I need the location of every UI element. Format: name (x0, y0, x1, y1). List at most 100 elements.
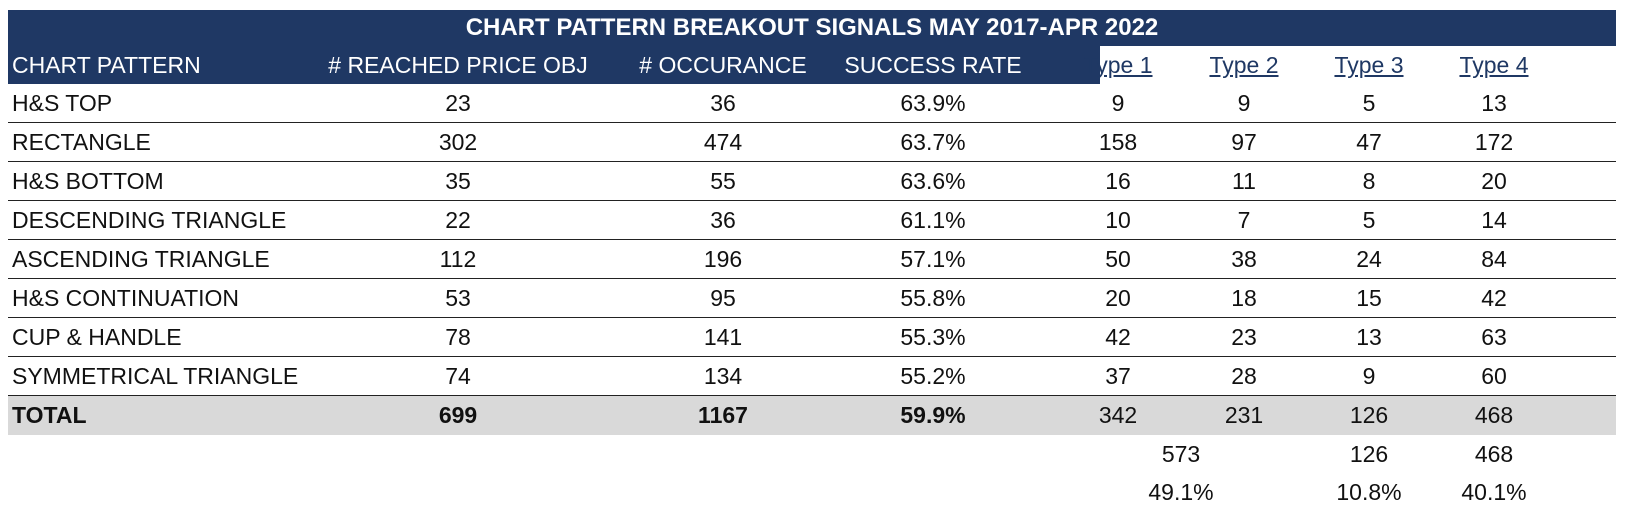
type-3-value: 24 (1356, 246, 1382, 272)
reached-value: 78 (445, 324, 471, 350)
type-2-value: 9 (1237, 90, 1251, 116)
occurance-value: 95 (710, 285, 736, 311)
success-rate-value: 57.1% (900, 246, 966, 272)
type-2-value: 7 (1237, 207, 1251, 233)
reached-value: 35 (445, 168, 471, 194)
type-4-value: 42 (1481, 285, 1507, 311)
pattern-name: RECTANGLE (12, 129, 151, 155)
header-row: CHART PATTERN # REACHED PRICE OBJ # OCCU… (8, 46, 1616, 84)
total-row: TOTAL 699 1167 59.9% 342 231 126 468 (8, 396, 1616, 435)
success-rate-value: 63.9% (900, 90, 966, 116)
type-3-value: 5 (1362, 90, 1376, 116)
subtotal-type4-pct: 40.1% (1461, 479, 1527, 505)
subtotal-count-row: 573 126 468 (8, 435, 1616, 473)
header-success-rate: SUCCESS RATE (844, 52, 1022, 78)
header-chart-pattern: CHART PATTERN (12, 52, 201, 78)
type-3-value: 5 (1362, 207, 1376, 233)
type-1-value: 9 (1111, 90, 1125, 116)
pattern-name: SYMMETRICAL TRIANGLE (12, 363, 299, 389)
type-2-value: 23 (1231, 324, 1257, 350)
type-1-value: 50 (1105, 246, 1131, 272)
type-1-value: 37 (1105, 363, 1131, 389)
type-1-value: 158 (1098, 129, 1138, 155)
pattern-name: CUP & HANDLE (12, 324, 182, 350)
type-3-value: 47 (1356, 129, 1382, 155)
type-2-value: 28 (1231, 363, 1257, 389)
type-2-value: 38 (1231, 246, 1257, 272)
pattern-name: ASCENDING TRIANGLE (12, 246, 270, 272)
reached-value: 302 (438, 129, 478, 155)
occurance-value: 474 (703, 129, 743, 155)
occurance-value: 141 (703, 324, 743, 350)
header-type-1: Type 1 (1083, 52, 1153, 78)
subtotal-type3-pct: 10.8% (1336, 479, 1402, 505)
occurance-value: 134 (703, 363, 743, 389)
table-row: H&S CONTINUATION 53 95 55.8% 20 18 15 42 (8, 279, 1616, 318)
type-1-value: 42 (1105, 324, 1131, 350)
table-row: RECTANGLE 302 474 63.7% 158 97 47 172 (8, 123, 1616, 162)
occurance-value: 196 (703, 246, 743, 272)
pattern-name: H&S CONTINUATION (12, 285, 240, 311)
success-rate-value: 55.3% (900, 324, 966, 350)
table-title-row: CHART PATTERN BREAKOUT SIGNALS MAY 2017-… (8, 10, 1616, 46)
total-label: TOTAL (12, 402, 87, 428)
type-3-value: 13 (1356, 324, 1382, 350)
type-3-value: 8 (1362, 168, 1376, 194)
header-band (8, 46, 1100, 84)
header-type-3: Type 3 (1334, 52, 1404, 78)
type-1-value: 10 (1105, 207, 1131, 233)
type-4-value: 60 (1481, 363, 1507, 389)
header-type-2: Type 2 (1209, 52, 1279, 78)
table-row: H&S BOTTOM 35 55 63.6% 16 11 8 20 (8, 162, 1616, 201)
reached-value: 23 (445, 90, 471, 116)
table-row: ASCENDING TRIANGLE 112 196 57.1% 50 38 24 84 (8, 240, 1616, 279)
subtotal-type12-count: 573 (1161, 441, 1201, 467)
header-reached: # REACHED PRICE OBJ (328, 52, 588, 78)
occurance-value: 36 (710, 90, 736, 116)
total-occurance: 1167 (698, 402, 748, 428)
type-2-value: 18 (1231, 285, 1257, 311)
type-1-value: 16 (1105, 168, 1131, 194)
total-type-2: 231 (1224, 402, 1264, 428)
total-type-1: 342 (1098, 402, 1138, 428)
subtotal-type3-count: 126 (1349, 441, 1389, 467)
header-occurance: # OCCURANCE (639, 52, 807, 78)
success-rate-value: 55.8% (900, 285, 966, 311)
type-3-value: 9 (1362, 363, 1376, 389)
header-type-4: Type 4 (1459, 52, 1529, 78)
total-success: 59.9% (900, 402, 966, 428)
type-3-value: 15 (1356, 285, 1382, 311)
type-2-value: 97 (1231, 129, 1257, 155)
type-4-value: 13 (1481, 90, 1507, 116)
type-4-value: 172 (1474, 129, 1514, 155)
occurance-value: 55 (710, 168, 736, 194)
table-row: SYMMETRICAL TRIANGLE 74 134 55.2% 37 28 9 60 (8, 357, 1616, 396)
subtotal-type12-pct: 49.1% (1148, 479, 1214, 505)
reached-value: 22 (445, 207, 471, 233)
reached-value: 112 (439, 246, 477, 272)
type-2-value: 11 (1232, 168, 1256, 194)
pattern-name: DESCENDING TRIANGLE (12, 207, 287, 233)
type-4-value: 20 (1481, 168, 1507, 194)
table-body: H&S TOP 23 36 63.9% 9 9 5 13 RECTANGLE 302 474 63.7… (8, 84, 1616, 396)
success-rate-value: 55.2% (900, 363, 966, 389)
subtotal-type4-count: 468 (1474, 441, 1514, 467)
reached-value: 53 (445, 285, 471, 311)
breakout-signals-table: CHART PATTERN BREAKOUT SIGNALS MAY 2017-… (8, 10, 1616, 511)
pattern-name: H&S TOP (12, 90, 113, 116)
type-4-value: 84 (1481, 246, 1507, 272)
reached-value: 74 (445, 363, 471, 389)
table-row: CUP & HANDLE 78 141 55.3% 42 23 13 63 (8, 318, 1616, 357)
total-reached: 699 (438, 402, 478, 428)
type-4-value: 63 (1481, 324, 1507, 350)
type-4-value: 14 (1481, 207, 1507, 233)
type-1-value: 20 (1105, 285, 1131, 311)
pattern-name: H&S BOTTOM (12, 168, 164, 194)
table-row: H&S TOP 23 36 63.9% 9 9 5 13 (8, 84, 1616, 123)
table-title: CHART PATTERN BREAKOUT SIGNALS MAY 2017-… (465, 14, 1159, 41)
total-type-4: 468 (1474, 402, 1514, 428)
occurance-value: 36 (710, 207, 736, 233)
total-type-3: 126 (1349, 402, 1389, 428)
success-rate-value: 61.1% (900, 207, 966, 233)
subtotal-pct-row: 49.1% 10.8% 40.1% (8, 473, 1616, 511)
